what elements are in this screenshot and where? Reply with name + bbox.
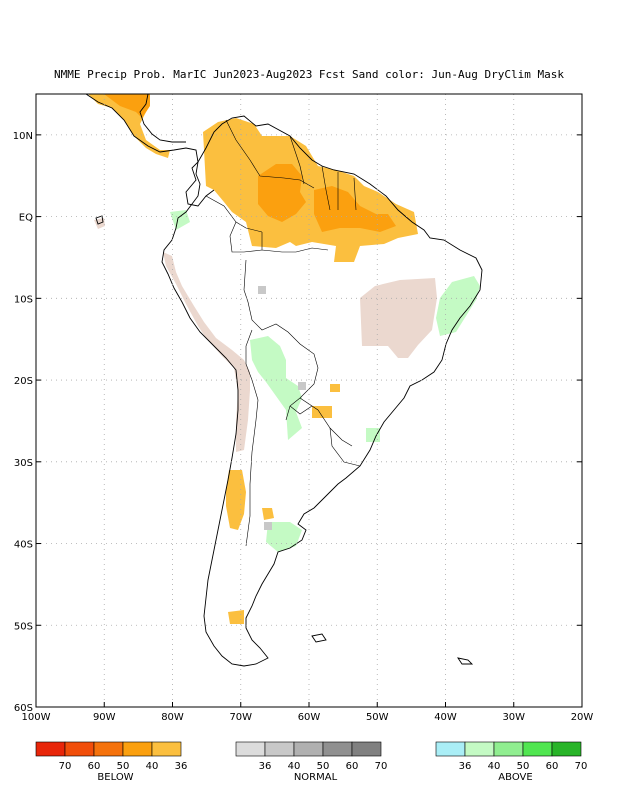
normal-legend-swatch bbox=[293, 741, 324, 757]
above-rio-grande bbox=[366, 428, 380, 442]
below-legend-swatch bbox=[93, 741, 124, 757]
normal-legend-label: NORMAL bbox=[294, 772, 338, 783]
below-legend-tick: 70 bbox=[59, 761, 72, 772]
below-legend-swatch bbox=[35, 741, 66, 757]
normal-legend-swatch bbox=[264, 741, 295, 757]
lon-tick-label: 30W bbox=[502, 712, 525, 723]
lat-tick-label: 20S bbox=[14, 376, 33, 387]
normal-legend-tick: 50 bbox=[317, 761, 330, 772]
normal-legend-tick: 60 bbox=[346, 761, 359, 772]
lat-tick-label: 30S bbox=[14, 458, 33, 469]
below-legend-swatch bbox=[64, 741, 95, 757]
plot-frame bbox=[35, 93, 583, 708]
below-legend-swatch bbox=[122, 741, 153, 757]
above-legend-swatch bbox=[522, 741, 553, 757]
falklands bbox=[311, 633, 327, 643]
above-legend-tick: 60 bbox=[546, 761, 559, 772]
normal-legend-tick: 40 bbox=[288, 761, 301, 772]
lon-tick-label: 80W bbox=[161, 712, 184, 723]
above-legend-swatch bbox=[464, 741, 495, 757]
country-borders bbox=[205, 119, 361, 547]
dry-mask-brazil bbox=[360, 278, 437, 358]
below-argentina-spots bbox=[262, 508, 274, 520]
lon-tick-label: 20W bbox=[571, 712, 594, 723]
above-ne-brazil bbox=[436, 276, 480, 336]
normal-cell-b bbox=[298, 382, 306, 390]
lon-tick-label: 100W bbox=[22, 712, 51, 723]
above-argentina-south bbox=[266, 522, 302, 552]
lon-tick-label: 70W bbox=[229, 712, 252, 723]
above-legend-swatch bbox=[551, 741, 582, 757]
above-legend-tick: 36 bbox=[459, 761, 472, 772]
normal-legend-tick: 70 bbox=[375, 761, 388, 772]
above-legend-tick: 40 bbox=[488, 761, 501, 772]
lat-tick-label: 10N bbox=[13, 131, 33, 142]
above-ecuador bbox=[170, 210, 190, 230]
normal-legend-swatch bbox=[351, 741, 382, 757]
lon-tick-label: 40W bbox=[434, 712, 457, 723]
normal-cell-a bbox=[258, 286, 266, 294]
normal-legend-swatch bbox=[235, 741, 266, 757]
above-legend-tick: 50 bbox=[517, 761, 530, 772]
lat-tick-label: 10S bbox=[14, 294, 33, 305]
lat-tick-label: 40S bbox=[14, 540, 33, 551]
below-brazil-east bbox=[330, 384, 340, 392]
above-legend-swatch bbox=[435, 741, 466, 757]
galapagos bbox=[95, 215, 104, 225]
grid-lines bbox=[35, 94, 583, 708]
legend-above: 36 40 50 60 70 ABOVE bbox=[435, 741, 588, 783]
normal-legend-swatch bbox=[322, 741, 353, 757]
central-america-coast bbox=[85, 93, 215, 207]
below-venezuela-strong bbox=[258, 164, 306, 222]
above-legend-label: ABOVE bbox=[498, 772, 532, 783]
below-guiana-strong bbox=[314, 186, 396, 232]
normal-legend-tick: 36 bbox=[259, 761, 272, 772]
below-legend-tick: 36 bbox=[175, 761, 188, 772]
lon-tick-label: 90W bbox=[93, 712, 116, 723]
below-legend-tick: 50 bbox=[117, 761, 130, 772]
lon-tick-label: 60W bbox=[298, 712, 321, 723]
legend-below: 70 60 50 40 36 BELOW bbox=[35, 741, 188, 783]
latitude-labels: 10N EQ 10S 20S 30S 40S 50S 60S bbox=[13, 131, 33, 714]
coastlines bbox=[85, 93, 483, 667]
below-patagonia bbox=[228, 610, 244, 624]
above-legend-tick: 70 bbox=[575, 761, 588, 772]
below-central-america bbox=[88, 94, 170, 158]
south-america-coast bbox=[161, 115, 483, 667]
longitude-labels: 100W 90W 80W 70W 60W 50W 40W 30W 20W bbox=[22, 712, 594, 723]
above-legend-swatch bbox=[493, 741, 524, 757]
map-title: NMME Precip Prob. MarIC Jun2023-Aug2023 … bbox=[54, 68, 564, 81]
below-legend-tick: 40 bbox=[146, 761, 159, 772]
below-legend-label: BELOW bbox=[97, 772, 133, 783]
below-central-america-strong bbox=[104, 94, 150, 118]
lat-tick-label: 60S bbox=[14, 703, 33, 714]
normal-cell-c bbox=[264, 522, 272, 530]
legend-normal: 36 40 50 60 70 NORMAL bbox=[235, 741, 388, 783]
below-legend-swatch bbox=[151, 741, 182, 757]
lat-tick-label: 50S bbox=[14, 621, 33, 632]
dry-mask-peru-chile bbox=[163, 252, 250, 452]
lon-tick-label: 50W bbox=[366, 712, 389, 723]
below-legend-tick: 60 bbox=[88, 761, 101, 772]
lat-tick-label: EQ bbox=[19, 213, 33, 224]
south-georgia bbox=[457, 657, 474, 665]
above-bolivia bbox=[250, 336, 302, 440]
